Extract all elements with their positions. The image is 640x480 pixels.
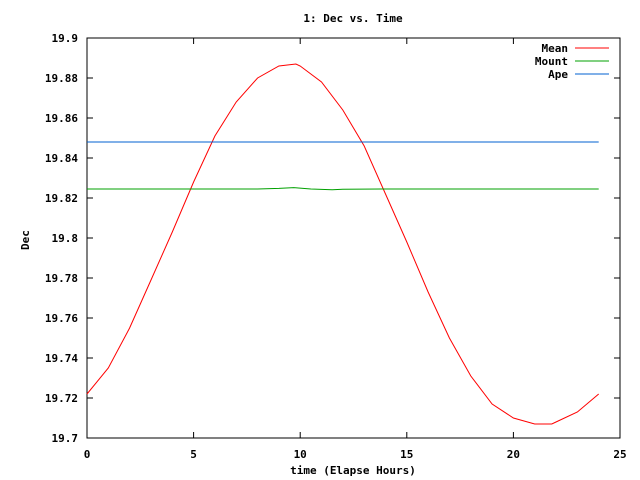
- y-tick-label: 19.72: [45, 392, 78, 405]
- legend-label-mean: Mean: [542, 42, 569, 55]
- x-tick-label: 10: [294, 448, 307, 461]
- x-axis-label: time (Elapse Hours): [290, 464, 416, 477]
- x-tick-label: 20: [507, 448, 520, 461]
- mount-series-line: [87, 187, 599, 191]
- y-tick-label: 19.8: [52, 232, 79, 245]
- axis-ticks: 0 5 10 15 20 25 19.7 19.72 19.74 19.76 19.78 19.8 19…: [45, 32, 627, 461]
- plot-frame: [86, 37, 621, 439]
- mean-series-line: [86, 63, 600, 425]
- chart-title: 1: Dec vs. Time: [303, 12, 403, 25]
- y-tick-label: 19.78: [45, 272, 78, 285]
- y-tick-label: 19.86: [45, 112, 78, 125]
- legend-label-mount: Mount: [535, 55, 568, 68]
- y-tick-label: 19.82: [45, 192, 78, 205]
- x-tick-label: 15: [400, 448, 413, 461]
- y-tick-label: 19.9: [52, 32, 79, 45]
- y-axis-label: Dec: [19, 230, 32, 250]
- y-tick-label: 19.88: [45, 72, 78, 85]
- y-tick-label: 19.76: [45, 312, 78, 325]
- series-lines: [86, 63, 600, 425]
- x-tick-label: 0: [84, 448, 91, 461]
- y-tick-label: 19.84: [45, 152, 78, 165]
- x-tick-label: 5: [190, 448, 197, 461]
- legend-label-ape: Ape: [548, 68, 568, 81]
- x-tick-label: 25: [613, 448, 626, 461]
- y-tick-label: 19.74: [45, 352, 78, 365]
- y-tick-label: 19.7: [52, 432, 79, 445]
